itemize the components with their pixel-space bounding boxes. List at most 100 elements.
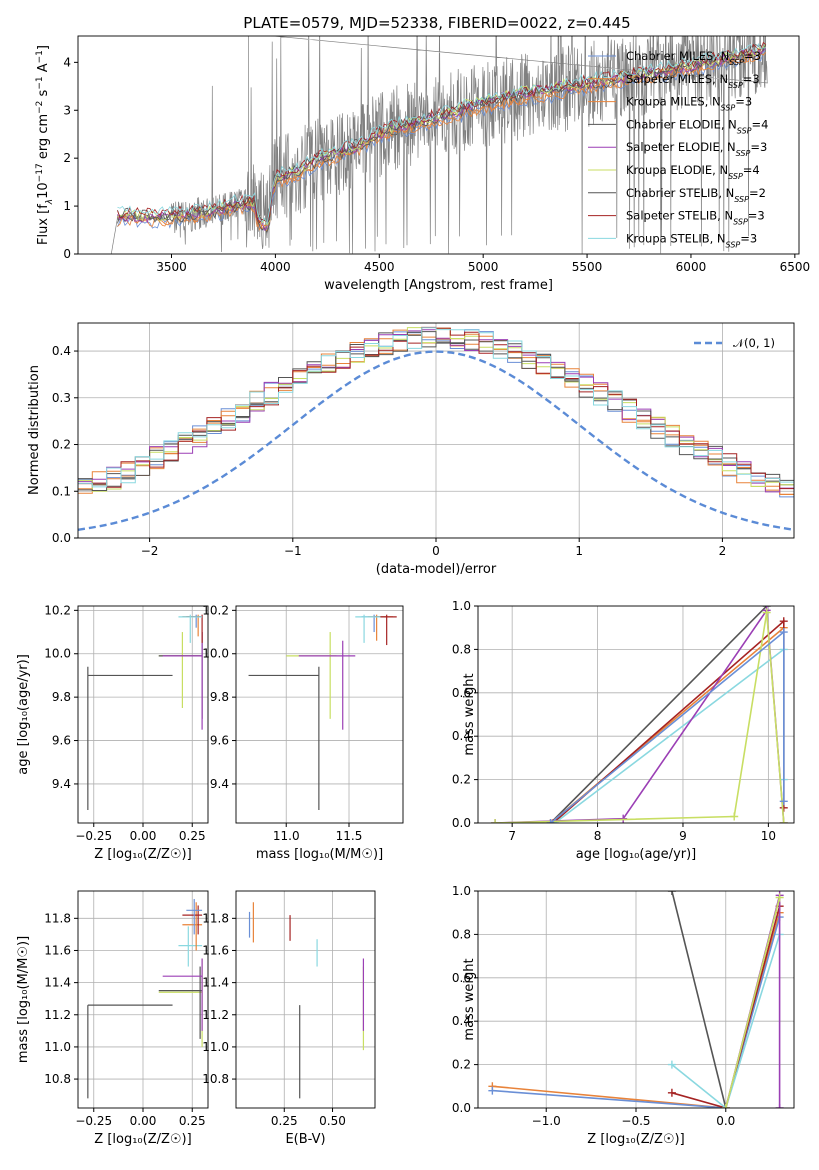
weight-line <box>671 905 781 1108</box>
legend-n: =3 <box>740 231 757 245</box>
y-tick-label: 0.1 <box>52 484 71 498</box>
legend-entry: Chabrier ELODIE, NSSP=4 <box>626 117 768 135</box>
y-tick-label: 0.8 <box>452 642 471 656</box>
model-line-kroupa-stelib <box>117 43 766 226</box>
panel-residuals: −2 −1 0 1 2 0.0 0.1 0.2 0.3 0.4 (data-model)/error… <box>27 322 795 577</box>
legend-n: =3 <box>744 49 761 63</box>
x-tick-label: 0.00 <box>130 829 157 843</box>
legend-sub: SSP <box>733 217 748 226</box>
y-tick-label: 9.8 <box>210 690 229 704</box>
weight-line <box>492 916 781 1108</box>
y-tick-label: 0.3 <box>52 391 71 405</box>
x-tick-label: 0.00 <box>130 1114 157 1128</box>
y-tick-label: 1 <box>63 199 71 213</box>
weight-marker <box>667 1060 676 1069</box>
chart-title: PLATE=0579, MJD=52338, FIBERID=0022, z=0… <box>243 14 630 32</box>
y-tick-label: 0.6 <box>452 686 471 700</box>
weight-line <box>495 612 785 823</box>
y-tick-label: 0.2 <box>52 438 71 452</box>
lbl-part: 10 <box>36 182 51 199</box>
y-tick-label: 1.0 <box>452 884 471 898</box>
x-axis-label: Z [log₁₀(Z/Z☉)] <box>94 1132 191 1147</box>
y-tick-label: 11.6 <box>44 943 71 957</box>
plot-area <box>110 36 768 254</box>
hist-chabrier-stelib <box>78 331 794 491</box>
y-tick-label: 0.4 <box>452 729 471 743</box>
lbl-sup: −1 <box>35 76 45 89</box>
x-tick-label: 0.50 <box>319 1114 346 1128</box>
legend-sub: SSP <box>728 80 743 89</box>
x-tick-label: 5000 <box>468 260 499 274</box>
panel-weight-vs-Z: −1.0 −0.5 0.0 0.0 0.2 0.4 0.6 0.8 1.0 Z [log₁₀(Z/… <box>452 884 795 1147</box>
y-tick-label: 0.6 <box>452 971 471 985</box>
legend-n: =3 <box>750 140 767 154</box>
y-tick-label: 11.0 <box>44 1040 71 1054</box>
weight-marker <box>779 617 788 626</box>
legend: Chabrier MILES, NSSP=3 Salpeter MILES, NS… <box>588 49 768 249</box>
lbl-sup: −2 <box>35 101 45 114</box>
hist-kroupa-stelib <box>78 327 794 488</box>
x-tick-label: 4500 <box>364 260 395 274</box>
y-tick-label: 11.2 <box>44 1008 71 1022</box>
y-axis-label: age [log₁₀(age/yr)] <box>16 654 31 775</box>
weight-marker <box>762 608 771 617</box>
model-line-salpeter-miles <box>117 51 767 233</box>
legend-entry: Kroupa STELIB, NSSP=3 <box>626 231 757 249</box>
weight-line <box>671 891 727 1108</box>
y-tick-label: 0.0 <box>452 1101 471 1115</box>
weight-marker <box>779 628 788 637</box>
panel-spectrum: 3500 4000 4500 5000 5500 6000 6500 0 1 2 3 4 wavelen… <box>35 14 811 293</box>
x-axis-label: wavelength [Angstrom, rest frame] <box>324 278 553 293</box>
weight-marker <box>730 812 739 821</box>
x-axis-label: Z [log₁₀(Z/Z☉)] <box>587 1132 684 1147</box>
y-tick-label: 0 <box>63 247 71 261</box>
x-tick-label: −1 <box>284 544 302 558</box>
y-tick-label: 0.4 <box>452 1014 471 1028</box>
y-tick-label: 10.8 <box>202 1072 229 1086</box>
panel-weight-vs-age: 7 8 9 10 0.0 0.2 0.4 0.6 0.8 1.0 age [log₁₀(age/yr… <box>452 599 795 862</box>
weight-marker <box>488 1086 497 1095</box>
legend-entry: Salpeter STELIB, NSSP=3 <box>626 209 765 227</box>
x-axis-label: E(B-V) <box>285 1132 325 1147</box>
plot-area <box>236 891 375 1108</box>
weight-line <box>725 897 781 1108</box>
weight-marker <box>546 819 555 823</box>
y-tick-label: 3 <box>63 103 71 117</box>
legend-n: =3 <box>748 209 765 223</box>
legend-entry: 𝒩(0, 1) <box>733 336 775 350</box>
weight-marker <box>779 797 788 806</box>
y-tick-label: 10.0 <box>202 647 229 661</box>
y-tick-label: 1.0 <box>452 599 471 613</box>
y-tick-label: 0.2 <box>452 1058 471 1072</box>
y-axis-label: Normed distribution <box>27 365 42 495</box>
x-tick-label: 11.5 <box>336 829 363 843</box>
x-tick-label: −2 <box>141 544 159 558</box>
x-axis-label: (data-model)/error <box>376 562 497 577</box>
x-tick-label: 6500 <box>780 260 811 274</box>
panel-mass-vs-Z: −0.25 0.00 0.25 10.8 11.0 11.2 11.4 11.6 11.8 Z [… <box>16 890 209 1147</box>
x-tick-label: 0 <box>432 544 440 558</box>
weight-marker <box>775 1104 784 1108</box>
weight-line <box>550 606 768 823</box>
plot-area <box>78 891 208 1108</box>
y-tick-label: 10.8 <box>44 1072 71 1086</box>
y-tick-label: 10.2 <box>44 603 71 617</box>
weight-marker <box>721 1104 730 1108</box>
x-tick-label: −1.0 <box>532 1114 561 1128</box>
y-tick-label: 4 <box>63 55 71 69</box>
legend-sub: SSP <box>721 103 736 112</box>
legend-n: =4 <box>743 163 760 177</box>
legend-sub: SSP <box>729 58 744 67</box>
weight-marker <box>667 1088 676 1097</box>
y-tick-label: 0.0 <box>452 816 471 830</box>
legend-sub: SSP <box>736 149 751 158</box>
spectrum-data-line <box>110 36 768 254</box>
plot-area <box>78 606 208 823</box>
plot-area <box>478 891 794 1108</box>
y-tick-label: 2 <box>63 151 71 165</box>
x-tick-label: 11.0 <box>273 829 300 843</box>
y-tick-label: 9.6 <box>52 734 71 748</box>
y-tick-label: 11.8 <box>44 911 71 925</box>
y-tick-label: 10.0 <box>44 647 71 661</box>
